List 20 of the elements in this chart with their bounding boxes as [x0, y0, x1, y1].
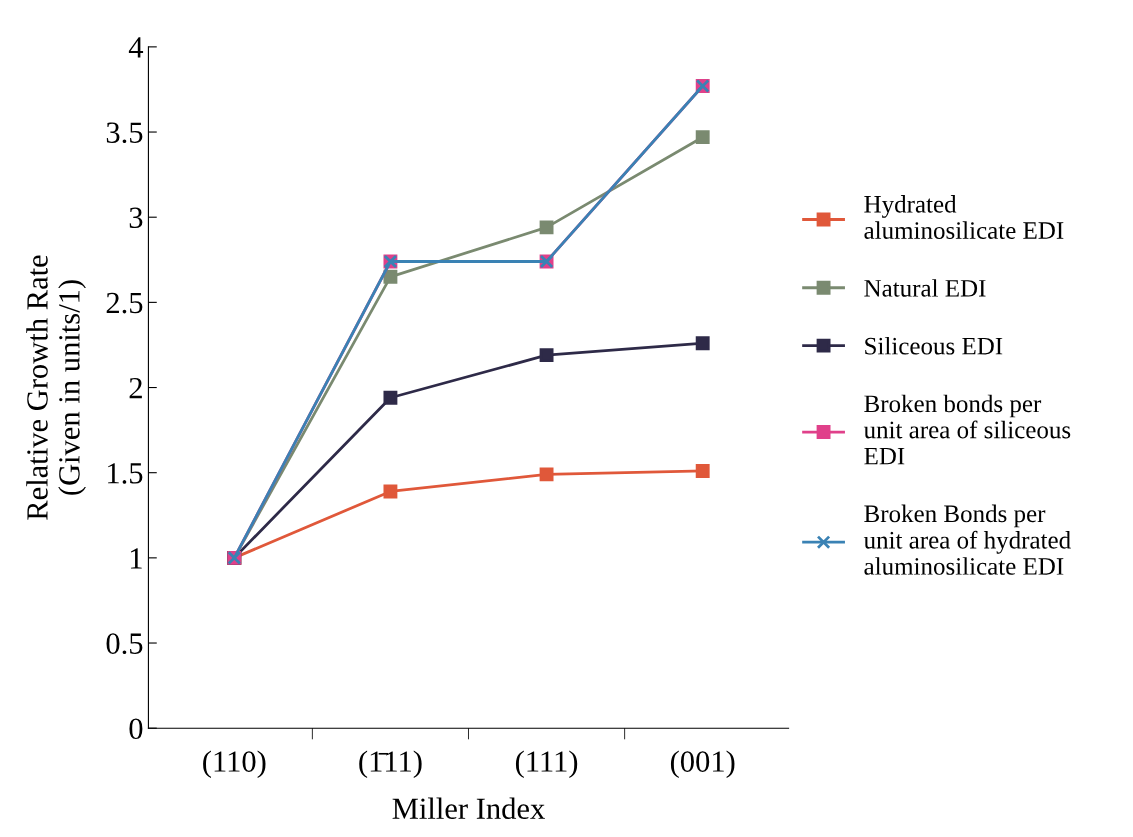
y-tick-label: 4 [128, 37, 144, 58]
legend-label: Siliceous EDI [865, 336, 1003, 355]
y-tick-label: 3 [129, 207, 143, 229]
y-tick-label: 2.5 [106, 292, 143, 314]
x-axis-title: Miller Index [392, 797, 545, 820]
legend-label: Natural EDI [864, 279, 986, 297]
x-tick-label: (1̄11) [359, 750, 422, 779]
y-tick-label: 2 [129, 377, 142, 399]
legend-label: Hydrated aluminosilicate EDI [864, 195, 1064, 239]
y-tick-label: 0 [129, 718, 143, 740]
y-tick-label: 1 [130, 548, 142, 569]
y-tick-label: 3.5 [106, 122, 143, 144]
y-axis-title: Relative Growth Rate (Given in units/1) [26, 255, 86, 520]
legend-label: Broken bonds per unit area of siliceous EDI [863, 394, 1071, 465]
x-tick-label: (001) [670, 750, 735, 779]
y-tick-label: 1.5 [108, 463, 143, 484]
y-tick-label: 0.5 [106, 633, 143, 655]
x-tick-label: (110) [203, 750, 266, 779]
legend-label: Broken Bonds per unit area of hydrated aluminosilicate EDI [863, 504, 1071, 575]
x-tick-label: (111) [515, 750, 578, 779]
